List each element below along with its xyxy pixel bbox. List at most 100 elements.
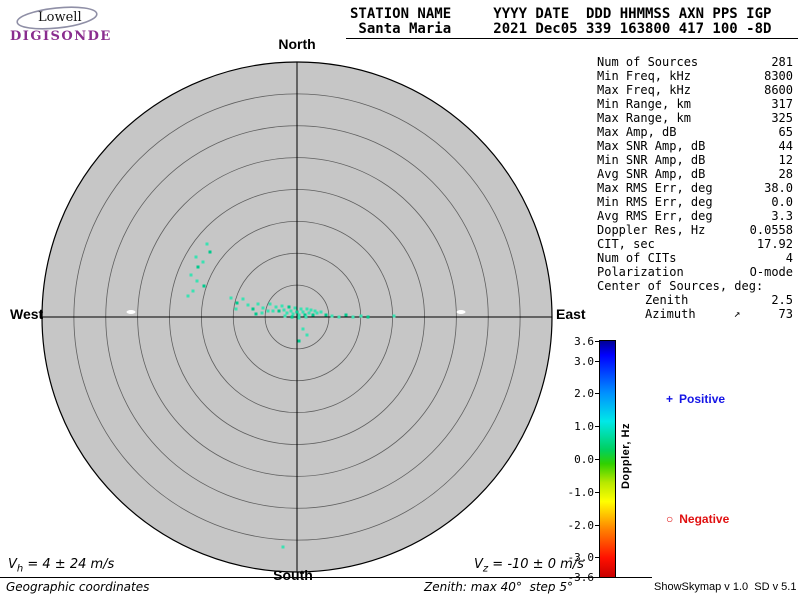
param-row: Avg RMS Err, deg 3.3: [597, 209, 793, 223]
param-label: Avg RMS Err, deg: [597, 209, 713, 223]
logo-digisonde-text: DIGISONDE: [10, 29, 112, 44]
param-value: 28: [778, 167, 793, 181]
legend-positive: + Positive: [666, 392, 725, 406]
doppler-colorbar: [599, 340, 616, 578]
param-label: Max SNR Amp, dB: [597, 139, 706, 153]
vz-annotation: Vz = -10 ± 0 m/s: [474, 557, 584, 575]
param-row: Max SNR Amp, dB 44: [597, 139, 793, 153]
param-label: Min SNR Amp, dB: [597, 153, 706, 167]
param-row: CIT, sec 17.92: [597, 237, 793, 251]
colorbar-tick-label: 2.0: [574, 387, 594, 401]
param-label: Num of Sources: [597, 55, 699, 69]
param-value: 73: [778, 307, 793, 321]
param-label: Max RMS Err, deg: [597, 181, 713, 195]
colorbar-tick-mark: [595, 393, 600, 395]
param-label: Polarization: [597, 265, 684, 279]
param-value: 0.0: [771, 195, 793, 209]
vz-subscript: z: [482, 563, 489, 575]
legend-positive-label: Positive: [679, 392, 726, 406]
plus-icon: +: [666, 392, 674, 406]
header-divider: [346, 38, 798, 39]
app-version: ShowSkymap v 1.0 SD v 5.1: [654, 581, 797, 593]
vz-value: = -10 ± 0 m/s: [488, 557, 584, 572]
colorbar-tick-mark: [595, 360, 600, 362]
colorbar-tick-mark: [595, 557, 600, 559]
colorbar-tick-mark: [595, 341, 600, 342]
colorbar-tick-mark: [595, 459, 600, 460]
param-value: 8600: [764, 83, 793, 97]
param-row: Doppler Res, Hz 0.0558: [597, 223, 793, 237]
vz-symbol: V: [474, 557, 483, 572]
colorbar-tick-label: -3.0: [567, 551, 595, 565]
param-value: 12: [778, 153, 793, 167]
param-value: 8300: [764, 69, 793, 83]
colorbar-tick-label: -1.0: [567, 485, 595, 499]
param-label: CIT, sec: [597, 237, 655, 251]
colorbar-tick-label: 0.0: [574, 453, 594, 466]
param-label: Max Amp, dB: [597, 125, 677, 139]
colorbar-tick-mark: [595, 491, 600, 493]
colorbar-tick-label: 3.6: [574, 335, 594, 348]
param-label: Azimuth: [645, 307, 696, 321]
vh-symbol: V: [8, 557, 17, 572]
skymap-plot: [41, 61, 553, 573]
zenith-range-note: Zenith: max 40° step 5°: [424, 580, 573, 594]
param-row: Min SNR Amp, dB 12: [597, 153, 793, 167]
param-row: Center of Sources, deg:: [597, 279, 793, 293]
header-values: Santa Maria 2021 Dec05 339 163800 417 10…: [350, 21, 772, 37]
logo-lowell-text: Lowell: [38, 10, 82, 25]
param-label: Max Freq, kHz: [597, 83, 691, 97]
param-row: Max Amp, dB 65: [597, 125, 793, 139]
param-row: Num of CITs 4: [597, 251, 793, 265]
param-row: Min RMS Err, deg 0.0: [597, 195, 793, 209]
lowell-digisonde-logo: Lowell DIGISONDE: [8, 5, 124, 47]
header-columns: STATION NAME YYYY DATE DDD HHMMSS AXN PP…: [350, 6, 772, 22]
logo-orbit-icon: [16, 6, 98, 30]
param-row: Azimuth ↗ 73: [597, 307, 793, 321]
param-label: Center of Sources, deg:: [597, 279, 764, 293]
param-label: Zenith: [645, 293, 689, 307]
azimuth-arrow-icon: ↗: [733, 307, 741, 320]
legend-negative-label: Negative: [679, 512, 730, 526]
param-value: 65: [778, 125, 793, 139]
param-row: Min Range, km 317: [597, 97, 793, 111]
param-label: Min Freq, kHz: [597, 69, 691, 83]
param-row: Zenith 2.5: [597, 293, 793, 307]
param-value: 38.0: [764, 181, 793, 195]
footer-divider: [0, 577, 652, 578]
param-label: Max Range, km: [597, 111, 691, 125]
param-label: Min Range, km: [597, 97, 691, 111]
circle-icon: ○: [666, 512, 674, 526]
label-west: West: [10, 306, 44, 322]
vh-annotation: Vh = 4 ± 24 m/s: [8, 557, 114, 575]
param-row: Polarization O-mode: [597, 265, 793, 279]
param-label: Min RMS Err, deg: [597, 195, 713, 209]
colorbar-tick-label: 1.0: [574, 420, 594, 434]
param-value: 281: [771, 55, 793, 69]
param-value: 17.92: [756, 237, 793, 251]
colorbar-tick-label: 3.0: [574, 354, 594, 368]
param-value: O-mode: [749, 265, 793, 279]
param-label: Avg SNR Amp, dB: [597, 167, 706, 181]
label-east: East: [556, 306, 586, 322]
param-label: Num of CITs: [597, 251, 677, 265]
param-label: Doppler Res, Hz: [597, 223, 706, 237]
vh-value: = 4 ± 24 m/s: [23, 557, 115, 572]
param-row: Max RMS Err, deg 38.0: [597, 181, 793, 195]
param-value: 3.3: [771, 209, 793, 223]
params-list: Num of Sources 281 Min Freq, kHz 8300 Max Fr…: [597, 55, 793, 321]
param-value: 317: [771, 97, 793, 111]
vh-subscript: h: [16, 563, 24, 575]
colorbar-tick-label: -2.0: [567, 518, 595, 532]
param-value: 325: [771, 111, 793, 125]
param-value: 4: [785, 251, 793, 265]
label-south: South: [273, 567, 313, 583]
coordinates-label: Geographic coordinates: [6, 580, 150, 594]
colorbar-title: Doppler, Hz: [620, 423, 632, 490]
param-row: Max Freq, kHz 8600: [597, 83, 793, 97]
legend-negative: ○ Negative: [666, 512, 729, 526]
colorbar-tick-mark: [595, 524, 600, 526]
param-row: Min Freq, kHz 8300: [597, 69, 793, 83]
param-value: 44: [778, 139, 793, 153]
